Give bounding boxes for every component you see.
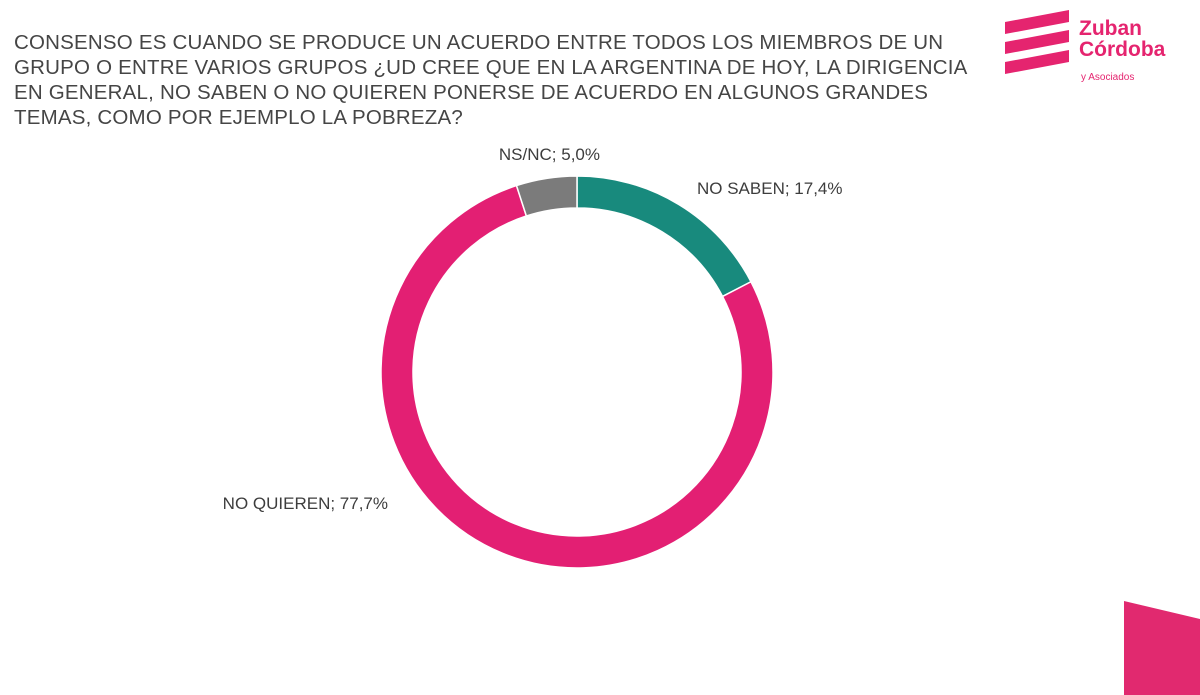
- logo-name-line2: Córdoba: [1079, 38, 1166, 61]
- logo-name: Zuban Córdoba: [1079, 18, 1165, 60]
- zuban-cordoba-logo: Zuban Córdoba y Asociados: [1003, 10, 1193, 90]
- label-no-quieren: NO QUIEREN; 77,7%: [223, 494, 388, 513]
- slice-ns-nc: [515, 175, 578, 217]
- question-title: CONSENSO ES CUANDO SE PRODUCE UN ACUERDO…: [14, 31, 967, 129]
- donut-slices: [380, 175, 774, 569]
- logo-stripes-icon: [1005, 10, 1069, 74]
- corner-decoration: [1124, 601, 1200, 695]
- logo-name-line1: Zuban: [1079, 17, 1142, 40]
- label-no-saben: NO SABEN; 17,4%: [697, 179, 843, 198]
- label-ns-nc: NS/NC; 5,0%: [499, 145, 600, 164]
- logo-subtitle: y Asociados: [1081, 72, 1135, 83]
- slice-labels: NO SABEN; 17,4% NO QUIEREN; 77,7% NS/NC; 5…: [223, 145, 843, 513]
- slice-no-quieren: [380, 184, 774, 569]
